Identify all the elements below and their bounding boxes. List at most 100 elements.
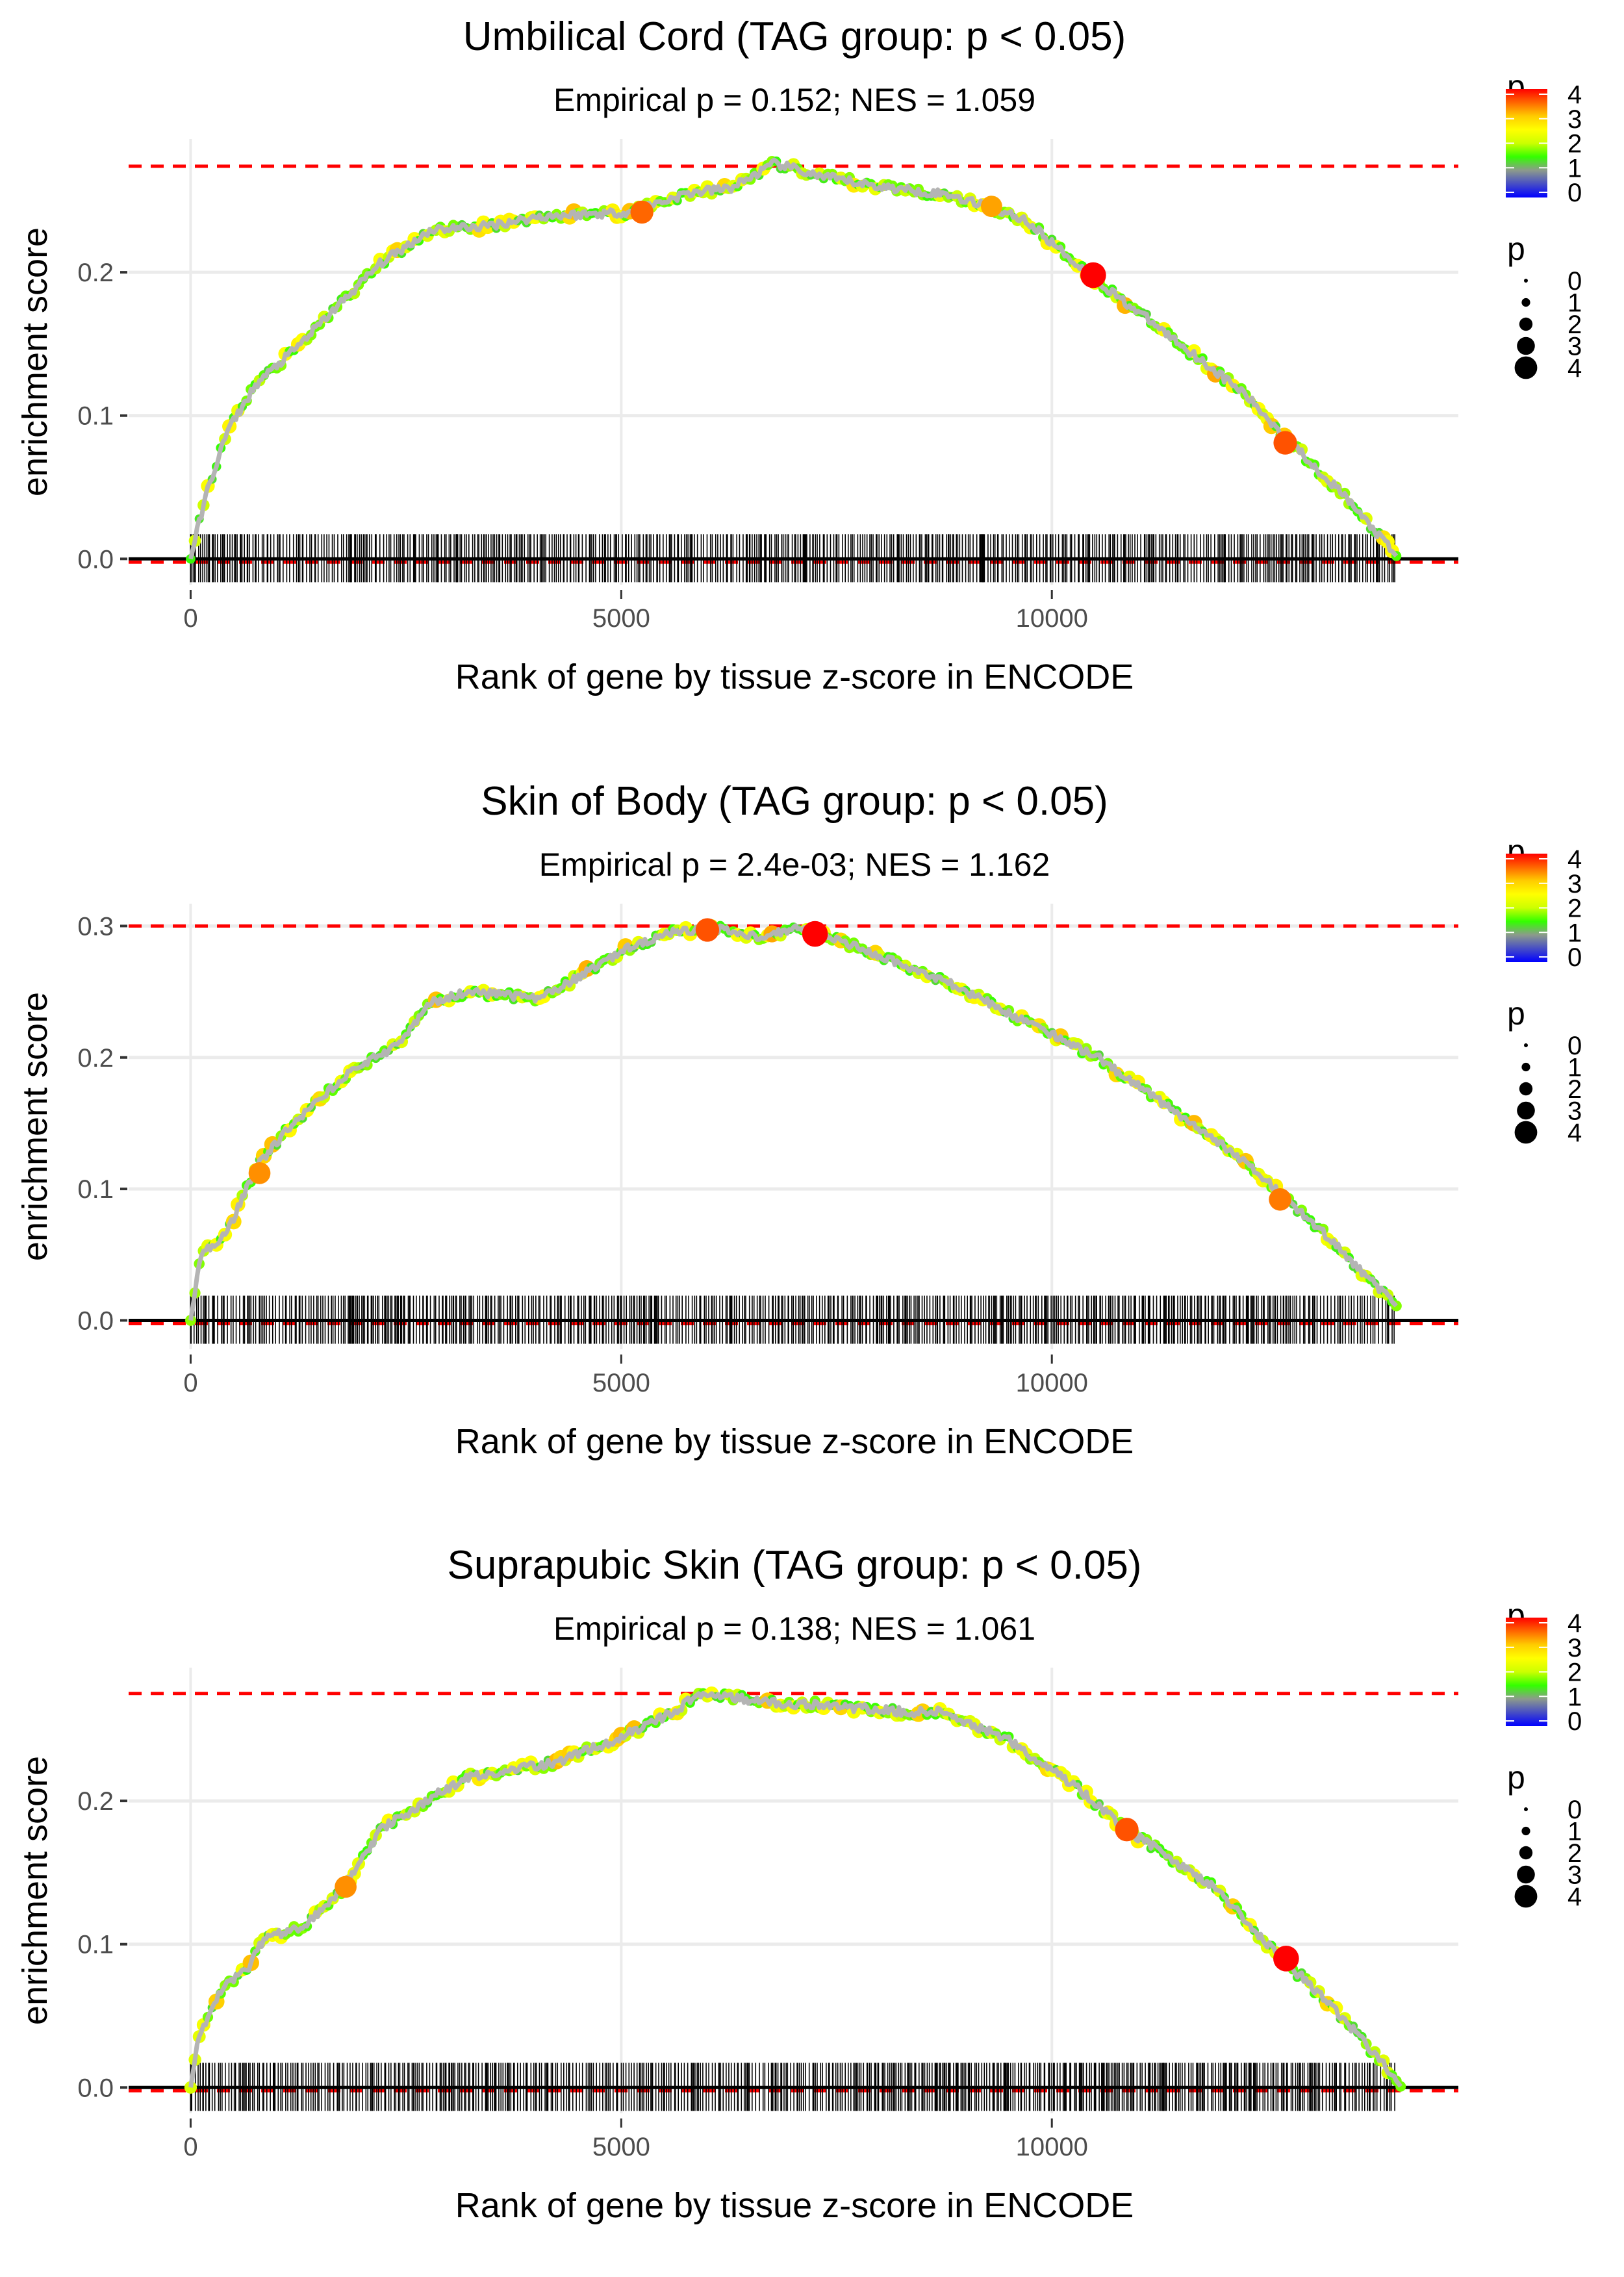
y-tick-label: 0.0 — [77, 2074, 114, 2102]
y-tick-label: 0.0 — [77, 1306, 114, 1335]
x-tick-label: 5000 — [592, 2133, 650, 2161]
es-points — [184, 1686, 1406, 2094]
x-tick-label: 5000 — [592, 1369, 650, 1397]
colorbar-label: 2 — [1567, 895, 1582, 923]
y-axis-title: enrichment score — [16, 227, 55, 496]
size-legend-dot — [1517, 1101, 1535, 1120]
y-tick-label: 0.1 — [77, 1931, 114, 1959]
chart-title: Umbilical Cord (TAG group: p < 0.05) — [463, 14, 1126, 59]
chart-subtitle: Empirical p = 0.152; NES = 1.059 — [553, 82, 1035, 118]
colorbar-label: 0 — [1567, 179, 1582, 207]
size-legend-label: 3 — [1567, 333, 1582, 361]
chart-subtitle: Empirical p = 0.138; NES = 1.061 — [553, 1610, 1035, 1647]
es-highlight-point — [980, 196, 1002, 218]
y-tick-label: 0.2 — [77, 1044, 114, 1073]
size-legend-label: 2 — [1567, 1839, 1582, 1868]
size-legend-label: 1 — [1567, 1818, 1582, 1846]
size-legend-label: 0 — [1567, 1796, 1582, 1824]
es-highlight-point — [1115, 1818, 1139, 1842]
es-highlight-point — [695, 918, 720, 942]
y-axis-title: enrichment score — [16, 1756, 55, 2025]
es-curve — [188, 1690, 1402, 2088]
size-legend-dot — [1514, 356, 1538, 379]
chart-title: Skin of Body (TAG group: p < 0.05) — [481, 779, 1108, 824]
size-legend-title: p — [1507, 231, 1525, 267]
colorbar-label: 4 — [1567, 1609, 1582, 1638]
size-legend-label: 0 — [1567, 267, 1582, 296]
x-tick-label: 0 — [183, 2133, 197, 2161]
x-tick-label: 10000 — [1016, 2133, 1088, 2161]
es-curve — [188, 157, 1399, 560]
x-axis-title: Rank of gene by tissue z-score in ENCODE — [455, 2186, 1134, 2225]
panel-1: Umbilical Cord (TAG group: p < 0.05) Empi… — [16, 14, 1582, 696]
size-legend-label: 3 — [1567, 1097, 1582, 1126]
size-legend-dot — [1517, 337, 1535, 355]
y-tick-label: 0.1 — [77, 402, 114, 431]
es-highlight-point — [335, 1876, 357, 1898]
size-legend-dot — [1514, 1121, 1538, 1144]
size-legend-dot — [1521, 298, 1530, 307]
colorbar-label: 1 — [1567, 154, 1582, 183]
colorbar-label: 2 — [1567, 130, 1582, 159]
panel-2: Skin of Body (TAG group: p < 0.05) Empiri… — [16, 779, 1582, 1461]
chart-title: Suprapubic Skin (TAG group: p < 0.05) — [448, 1543, 1142, 1588]
colorbar-label: 0 — [1567, 1707, 1582, 1736]
x-tick-label: 10000 — [1016, 604, 1088, 633]
x-tick-label: 0 — [183, 1369, 197, 1397]
es-highlight-point — [1080, 262, 1106, 288]
size-legend-label: 4 — [1567, 354, 1582, 383]
size-legend-title: p — [1507, 995, 1525, 1032]
es-highlight-point — [248, 1162, 271, 1184]
y-tick-label: 0.2 — [77, 259, 114, 287]
colorbar-label: 0 — [1567, 943, 1582, 972]
x-tick-label: 10000 — [1016, 1369, 1088, 1397]
size-legend-title: p — [1507, 1759, 1525, 1796]
size-legend-dot — [1521, 1062, 1530, 1072]
y-tick-label: 0.2 — [77, 1787, 114, 1816]
es-points — [185, 919, 1402, 1326]
size-legend-label: 1 — [1567, 1054, 1582, 1082]
x-axis-title: Rank of gene by tissue z-score in ENCODE — [455, 1422, 1134, 1461]
panel-3: Suprapubic Skin (TAG group: p < 0.05) Emp… — [16, 1543, 1582, 2225]
size-legend-dot — [1524, 1807, 1528, 1811]
size-legend-label: 0 — [1567, 1032, 1582, 1060]
colorbar-label: 4 — [1567, 81, 1582, 109]
colorbar-label: 3 — [1567, 105, 1582, 134]
size-legend-label: 4 — [1567, 1883, 1582, 1911]
es-point — [184, 2081, 197, 2094]
es-highlight-point — [1273, 431, 1297, 455]
x-axis-title: Rank of gene by tissue z-score in ENCODE — [455, 657, 1134, 696]
size-legend-dot — [1524, 1043, 1528, 1047]
y-tick-label: 0.1 — [77, 1175, 114, 1204]
es-highlight-point — [1273, 1945, 1299, 1972]
colorbar-label: 2 — [1567, 1659, 1582, 1687]
es-highlight-point — [630, 200, 653, 224]
size-legend-label: 1 — [1567, 289, 1582, 318]
y-axis-title: enrichment score — [16, 992, 55, 1261]
colorbar-label: 3 — [1567, 870, 1582, 898]
size-legend-dot — [1521, 1826, 1530, 1836]
es-points — [186, 156, 1402, 564]
x-tick-label: 0 — [183, 604, 197, 633]
es-curve — [188, 923, 1398, 1321]
es-highlight-point — [802, 921, 828, 947]
size-legend-dot — [1517, 1865, 1535, 1884]
y-tick-label: 0.3 — [77, 912, 114, 941]
x-tick-label: 5000 — [592, 604, 650, 633]
size-legend-label: 3 — [1567, 1861, 1582, 1890]
es-highlight-point — [1269, 1188, 1291, 1211]
size-legend-dot — [1519, 317, 1533, 331]
y-tick-label: 0.0 — [77, 545, 114, 574]
colorbar-label: 4 — [1567, 845, 1582, 874]
size-legend-label: 2 — [1567, 1075, 1582, 1104]
colorbar-label: 1 — [1567, 919, 1582, 947]
size-legend-label: 2 — [1567, 311, 1582, 339]
size-legend-dot — [1519, 1846, 1533, 1860]
size-legend-dot — [1514, 1885, 1538, 1908]
size-legend-dot — [1519, 1082, 1533, 1096]
colorbar-label: 1 — [1567, 1683, 1582, 1711]
